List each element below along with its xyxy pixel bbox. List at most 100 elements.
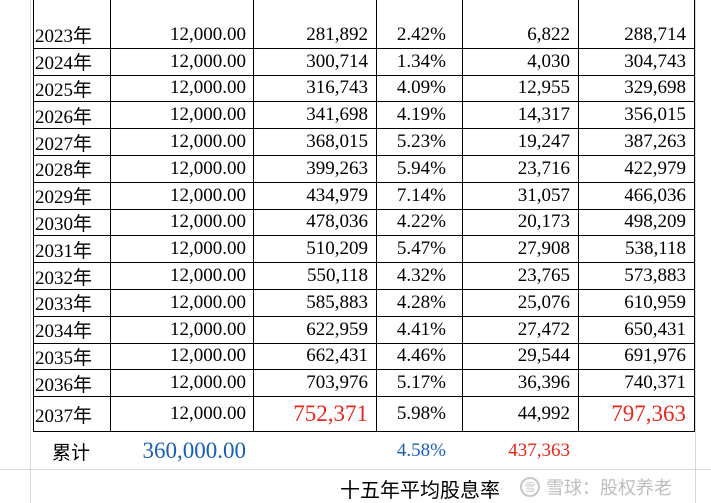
end-value-cell[interactable]: 740,371 (578, 370, 694, 398)
start-value-cell[interactable]: 478,036 (253, 210, 376, 237)
yield-rate-cell[interactable]: 7.14% (376, 183, 462, 210)
totals-rate[interactable]: 4.58% (396, 440, 446, 461)
end-value-cell[interactable]: 691,976 (578, 344, 694, 371)
principal-cell[interactable]: 12,000.00 (110, 370, 253, 398)
start-value-cell[interactable]: 399,263 (253, 156, 376, 183)
table-row[interactable]: 2030年 12,000.00 478,036 4.22% 20,173 498,209 (0, 210, 711, 237)
average-yield-caption[interactable]: 十五年平均股息率 (340, 478, 500, 502)
table-row[interactable]: 2033年 12,000.00 585,883 4.28% 25,076 610,959 (0, 290, 711, 317)
table-row[interactable]: 2023年 12,000.00 281,892 2.42% 6,822 288,714 (0, 22, 711, 49)
table-row[interactable]: 2027年 12,000.00 368,015 5.23% 19,247 387,263 (0, 129, 711, 156)
yield-rate-cell[interactable]: 4.46% (376, 344, 462, 371)
end-value-cell[interactable]: 650,431 (578, 317, 694, 344)
table-row[interactable]: 2029年 12,000.00 434,979 7.14% 31,057 466,036 (0, 183, 711, 210)
table-row[interactable]: 2036年 12,000.00 703,976 5.17% 36,396 740,371 (0, 370, 711, 398)
table-row[interactable]: 2024年 12,000.00 300,714 1.34% 4,030 304,743 (0, 49, 711, 76)
principal-cell[interactable]: 12,000.00 (110, 129, 253, 156)
year-cell[interactable]: 2033年 (33, 290, 110, 317)
start-value-cell[interactable]: 622,959 (253, 317, 376, 344)
year-cell[interactable]: 2030年 (33, 210, 110, 237)
totals-dividend[interactable]: 437,363 (508, 440, 570, 461)
start-value-cell[interactable]: 341,698 (253, 102, 376, 130)
year-cell[interactable]: 2023年 (33, 22, 110, 49)
yield-rate-cell[interactable]: 5.47% (376, 236, 462, 264)
start-value-cell[interactable]: 752,371 (253, 397, 376, 433)
table-row[interactable]: 2026年 12,000.00 341,698 4.19% 14,317 356,015 (0, 102, 711, 130)
end-value-cell[interactable]: 422,979 (578, 156, 694, 183)
principal-cell[interactable]: 12,000.00 (110, 22, 253, 49)
end-value-cell[interactable]: 573,883 (578, 263, 694, 290)
yield-rate-cell[interactable]: 5.94% (376, 156, 462, 183)
start-value-cell[interactable]: 510,209 (253, 236, 376, 264)
table-row[interactable]: 2032年 12,000.00 550,118 4.32% 23,765 573,883 (0, 263, 711, 290)
end-value-cell[interactable]: 288,714 (578, 22, 694, 49)
start-value-cell[interactable]: 281,892 (253, 22, 376, 49)
dividend-cell[interactable]: 12,955 (462, 76, 578, 103)
yield-rate-cell[interactable]: 4.22% (376, 210, 462, 237)
principal-cell[interactable]: 12,000.00 (110, 102, 253, 130)
dividend-cell[interactable]: 44,992 (462, 397, 578, 433)
yield-rate-cell[interactable]: 5.17% (376, 370, 462, 398)
year-cell[interactable]: 2037年 (33, 397, 110, 433)
dividend-cell[interactable]: 14,317 (462, 102, 578, 130)
dividend-cell[interactable]: 29,544 (462, 344, 578, 371)
year-cell[interactable]: 2031年 (33, 236, 110, 264)
year-cell[interactable]: 2024年 (33, 49, 110, 76)
year-cell[interactable]: 2036年 (33, 370, 110, 398)
totals-principal[interactable]: 360,000.00 (142, 438, 247, 463)
dividend-cell[interactable]: 4,030 (462, 49, 578, 76)
start-value-cell[interactable]: 368,015 (253, 129, 376, 156)
end-value-cell[interactable]: 797,363 (578, 397, 694, 433)
year-cell[interactable]: 2032年 (33, 263, 110, 290)
dividend-cell[interactable]: 19,247 (462, 129, 578, 156)
table-row[interactable]: 2025年 12,000.00 316,743 4.09% 12,955 329,698 (0, 76, 711, 103)
dividend-cell[interactable]: 23,765 (462, 263, 578, 290)
end-value-cell[interactable]: 387,263 (578, 129, 694, 156)
end-value-cell[interactable]: 610,959 (578, 290, 694, 317)
principal-cell[interactable]: 12,000.00 (110, 156, 253, 183)
principal-cell[interactable]: 12,000.00 (110, 49, 253, 76)
year-cell[interactable]: 2029年 (33, 183, 110, 210)
dividend-cell[interactable]: 20,173 (462, 210, 578, 237)
dividend-cell[interactable]: 36,396 (462, 370, 578, 398)
year-cell[interactable]: 2026年 (33, 102, 110, 130)
principal-cell[interactable]: 12,000.00 (110, 183, 253, 210)
dividend-cell[interactable]: 27,908 (462, 236, 578, 264)
yield-rate-cell[interactable]: 4.09% (376, 76, 462, 103)
end-value-cell[interactable]: 466,036 (578, 183, 694, 210)
totals-row[interactable]: 累计 360,000.00 4.58% 437,363 (0, 432, 711, 470)
principal-cell[interactable]: 12,000.00 (110, 210, 253, 237)
yield-rate-cell[interactable]: 4.41% (376, 317, 462, 344)
yield-rate-cell[interactable]: 4.19% (376, 102, 462, 130)
start-value-cell[interactable]: 300,714 (253, 49, 376, 76)
dividend-cell[interactable]: 23,716 (462, 156, 578, 183)
principal-cell[interactable]: 12,000.00 (110, 344, 253, 371)
yield-rate-cell[interactable]: 4.28% (376, 290, 462, 317)
start-value-cell[interactable]: 662,431 (253, 344, 376, 371)
year-cell[interactable]: 2034年 (33, 317, 110, 344)
year-cell[interactable]: 2035年 (33, 344, 110, 371)
start-value-cell[interactable]: 316,743 (253, 76, 376, 103)
end-value-cell[interactable]: 356,015 (578, 102, 694, 130)
yield-rate-cell[interactable]: 5.23% (376, 129, 462, 156)
principal-cell[interactable]: 12,000.00 (110, 76, 253, 103)
yield-rate-cell[interactable]: 1.34% (376, 49, 462, 76)
dividend-cell[interactable]: 6,822 (462, 22, 578, 49)
principal-cell[interactable]: 12,000.00 (110, 290, 253, 317)
year-cell[interactable]: 2028年 (33, 156, 110, 183)
table-row[interactable]: 2035年 12,000.00 662,431 4.46% 29,544 691,976 (0, 344, 711, 371)
start-value-cell[interactable]: 585,883 (253, 290, 376, 317)
table-row[interactable]: 2028年 12,000.00 399,263 5.94% 23,716 422,979 (0, 156, 711, 183)
dividend-cell[interactable]: 31,057 (462, 183, 578, 210)
yield-rate-cell[interactable]: 2.42% (376, 22, 462, 49)
principal-cell[interactable]: 12,000.00 (110, 236, 253, 264)
start-value-cell[interactable]: 550,118 (253, 263, 376, 290)
yield-rate-cell[interactable]: 4.32% (376, 263, 462, 290)
table-row[interactable]: 2031年 12,000.00 510,209 5.47% 27,908 538,118 (0, 236, 711, 264)
start-value-cell[interactable]: 703,976 (253, 370, 376, 398)
principal-cell[interactable]: 12,000.00 (110, 317, 253, 344)
dividend-cell[interactable]: 27,472 (462, 317, 578, 344)
end-value-cell[interactable]: 538,118 (578, 236, 694, 264)
year-cell[interactable]: 2025年 (33, 76, 110, 103)
